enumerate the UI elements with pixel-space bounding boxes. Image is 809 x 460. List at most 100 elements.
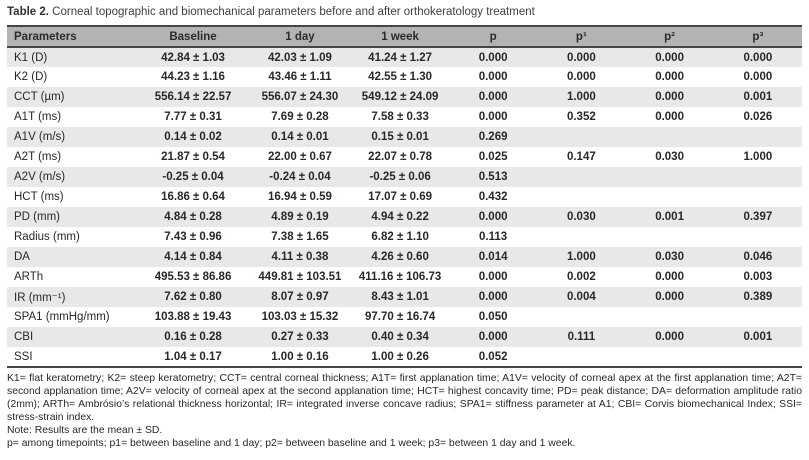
cell-value: 1.000 xyxy=(743,151,773,163)
cell-value: 7.77 ± 0.31 xyxy=(164,111,222,123)
table-body: K1 (D) 42.84 ± 1.03 42.03 ± 1.09 41.24 ± 1.… xyxy=(7,47,802,367)
table-row: A1T (ms) 7.77 ± 0.31 7.69 ± 0.28 7.58 ± 0.3… xyxy=(7,107,802,127)
cell-value: 22.07 ± 0.78 xyxy=(368,151,433,163)
cell-value: 16.94 ± 0.59 xyxy=(268,191,332,203)
cell-value: 0.000 xyxy=(566,51,596,64)
cell-value: 0.002 xyxy=(566,271,596,283)
cell-value: 0.113 xyxy=(479,231,508,243)
cell-value: 0.000 xyxy=(655,111,684,123)
footnote-note: Note: Results are the mean ± SD. xyxy=(7,424,163,436)
footnote-abbreviations: K1= flat keratometry; K2= steep keratome… xyxy=(7,373,802,423)
cell-value xyxy=(625,347,713,367)
table-row: PD (mm) 4.84 ± 0.28 4.89 ± 0.19 4.94 ± 0.22… xyxy=(7,207,802,227)
cell-value: 0.004 xyxy=(566,291,596,303)
cell-value: 549.12 ± 24.09 xyxy=(361,91,439,103)
cell-value: 0.269 xyxy=(478,131,508,143)
cell-value: 495.53 ± 86.86 xyxy=(154,271,232,283)
cell-value: 7.43 ± 0.96 xyxy=(164,231,222,243)
cell-value: 0.000 xyxy=(478,111,508,123)
cell-value: 0.026 xyxy=(743,111,773,123)
cell-parameter: K1 (D) xyxy=(14,51,48,64)
cell-value: 4.89 ± 0.19 xyxy=(271,211,329,223)
table-row: CCT (µm) 556.14 ± 22.57 556.07 ± 24.30 549.… xyxy=(7,87,802,107)
cell-value: 0.000 xyxy=(655,331,684,343)
cell-parameter: A2V (m/s) xyxy=(14,171,66,183)
cell-value: 42.84 ± 1.03 xyxy=(161,51,225,64)
cell-value: 4.84 ± 0.28 xyxy=(164,211,222,223)
cell-parameter: A2T (ms) xyxy=(14,151,62,163)
cell-value: 0.000 xyxy=(478,291,508,303)
cell-value: 556.14 ± 22.57 xyxy=(154,91,232,103)
table-footnotes: K1= flat keratometry; K2= steep keratome… xyxy=(7,373,802,450)
cell-value: 0.16 ± 0.28 xyxy=(164,331,222,343)
cell-value: 0.40 ± 0.34 xyxy=(371,331,429,343)
cell-value: 0.046 xyxy=(743,251,773,263)
table-number-label: Table 2. xyxy=(7,6,49,18)
parameters-table: Parameters Baseline 1 day 1 week p p¹ p² p³ K1 … xyxy=(7,25,802,368)
cell-value: 0.000 xyxy=(478,211,508,223)
cell-value: 0.000 xyxy=(478,71,508,83)
cell-value: 0.14 ± 0.01 xyxy=(271,131,329,143)
cell-value: 4.14 ± 0.84 xyxy=(164,251,222,263)
cell-value: 0.147 xyxy=(566,151,596,163)
cell-value: 0.030 xyxy=(655,251,684,263)
cell-value xyxy=(537,307,625,327)
cell-value: 1.000 xyxy=(566,91,596,103)
cell-value: 42.55 ± 1.30 xyxy=(368,71,433,83)
cell-value: 0.000 xyxy=(478,271,508,283)
cell-value: 1.00 ± 0.16 xyxy=(271,350,329,363)
table-row: A1V (m/s) 0.14 ± 0.02 0.14 ± 0.01 0.15 ± 0.… xyxy=(7,127,802,147)
cell-value: 0.050 xyxy=(478,311,508,323)
table-row: SPA1 (mmHg/mm) 103.88 ± 19.43 103.03 ± 15.… xyxy=(7,307,802,327)
cell-value: 0.003 xyxy=(743,271,773,283)
cell-value xyxy=(714,307,802,327)
column-header: p³ xyxy=(752,30,764,43)
cell-value xyxy=(537,347,625,367)
table-row: Radius (mm) 7.43 ± 0.96 7.38 ± 1.65 6.82 ± … xyxy=(7,227,802,247)
cell-value: 43.46 ± 1.11 xyxy=(268,71,332,83)
cell-value: 8.07 ± 0.97 xyxy=(271,291,329,303)
cell-parameter: Radius (mm) xyxy=(14,231,80,243)
cell-parameter: IR (mm⁻¹) xyxy=(14,292,66,304)
cell-value: 0.030 xyxy=(655,151,684,163)
table-row: CBI 0.16 ± 0.28 0.27 ± 0.33 0.40 ± 0.34 0.00… xyxy=(7,327,802,347)
cell-value: -0.25 ± 0.04 xyxy=(162,171,224,183)
cell-parameter: PD (mm) xyxy=(14,211,60,223)
column-header: p¹ xyxy=(575,30,587,43)
cell-value: 0.030 xyxy=(566,211,596,223)
column-header: 1 day xyxy=(285,30,315,43)
cell-parameter: DA xyxy=(14,251,30,263)
cell-value: 0.513 xyxy=(478,171,508,183)
cell-value: 0.389 xyxy=(743,291,773,303)
cell-value: 1.00 ± 0.26 xyxy=(371,350,429,363)
cell-value xyxy=(625,307,713,327)
cell-value: -0.24 ± 0.04 xyxy=(269,171,331,183)
table-row: HCT (ms) 16.86 ± 0.64 16.94 ± 0.59 17.07 ± … xyxy=(7,187,802,207)
cell-value: 0.000 xyxy=(655,71,684,83)
cell-value: 16.86 ± 0.64 xyxy=(161,191,225,203)
cell-value: 0.111 xyxy=(567,331,596,343)
cell-value xyxy=(714,347,802,367)
cell-value: 0.000 xyxy=(655,91,684,103)
cell-value: 0.052 xyxy=(478,350,508,363)
cell-value xyxy=(625,227,713,247)
cell-value xyxy=(537,227,625,247)
cell-parameter: K2 (D) xyxy=(14,71,48,83)
cell-value: 0.001 xyxy=(743,331,773,343)
cell-value: 0.001 xyxy=(655,211,684,223)
table-header-row: Parameters Baseline 1 day 1 week p p¹ p² p³ xyxy=(7,26,802,47)
cell-value: 4.26 ± 0.60 xyxy=(371,251,429,263)
table-row: DA 4.14 ± 0.84 4.11 ± 0.38 4.26 ± 0.60 0.014… xyxy=(7,247,802,267)
footnote-p-definitions: p= among timepoints; p1= between baselin… xyxy=(7,437,576,449)
cell-value: 7.69 ± 0.28 xyxy=(271,111,329,123)
cell-parameter: SSI xyxy=(14,350,33,363)
cell-value: 0.025 xyxy=(478,151,508,163)
cell-value: 42.03 ± 1.09 xyxy=(268,51,332,64)
cell-value: 8.43 ± 1.01 xyxy=(371,291,429,303)
cell-value: 0.001 xyxy=(743,91,773,103)
cell-value: 0.000 xyxy=(655,271,684,283)
cell-value: 22.00 ± 0.67 xyxy=(268,151,332,163)
cell-value xyxy=(625,187,713,207)
column-header: Baseline xyxy=(169,30,217,43)
